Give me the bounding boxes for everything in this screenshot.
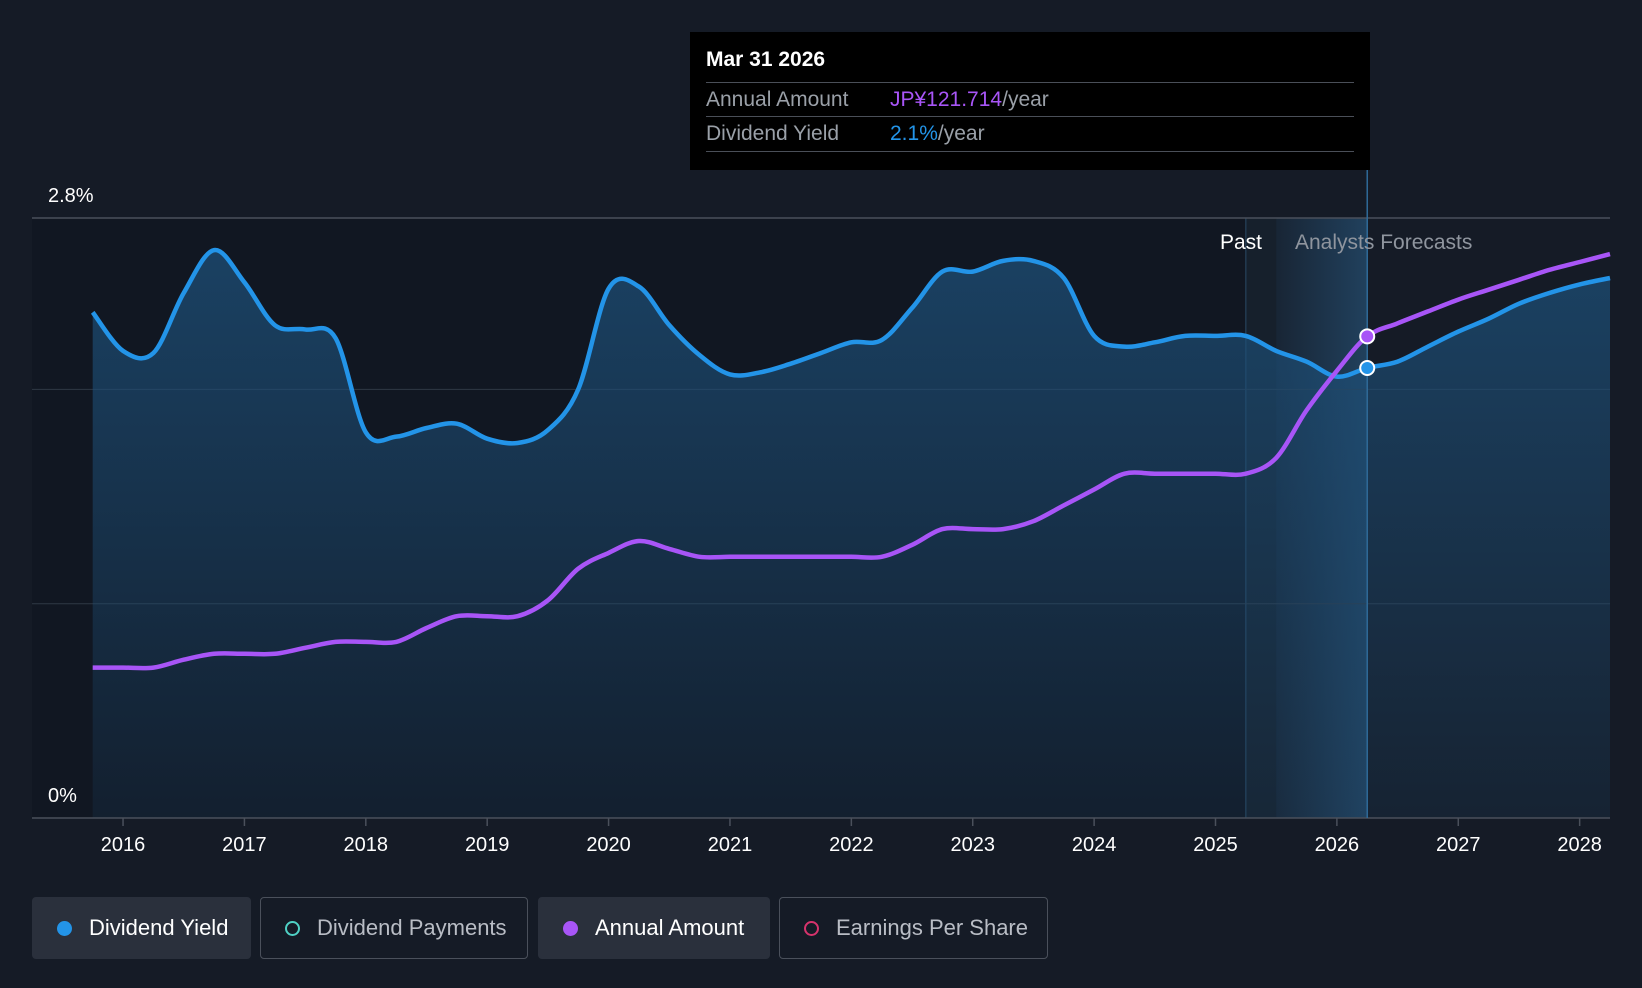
tooltip-label: Dividend Yield [706,122,840,145]
tooltip-row-dividend-yield: Dividend Yield 2.1%/year [706,116,1354,152]
x-tick-label: 2025 [1193,834,1238,856]
tooltip-value: JP¥121.714/year [890,88,1049,111]
x-tick-label: 2017 [222,834,267,856]
legend-dividend-yield-button[interactable]: Dividend Yield [32,897,251,959]
x-tick-label: 2026 [1315,834,1360,856]
legend-ring-icon [285,921,300,936]
tooltip-row-annual-amount: Annual Amount JP¥121.714/year [706,82,1354,117]
tooltip-date: Mar 31 2026 [706,48,826,71]
x-tick-label: 2021 [708,834,753,856]
y-tick-label: 2.8% [48,185,94,207]
annual-amount-line [92,251,1611,671]
x-tick-label: 2028 [1557,834,1602,856]
legend-earnings-per-share-button[interactable]: Earnings Per Share [779,897,1048,959]
x-tick-label: 2016 [101,834,146,856]
y-tick-label: 0% [48,785,77,807]
tooltip-value: 2.1%/year [890,122,985,145]
x-tick-label: 2022 [829,834,874,856]
x-tick-label: 2019 [465,834,510,856]
x-tick-label: 2020 [586,834,631,856]
dividend-chart: 0% 2.8% 2016 2017 2018 2019 2020 2021 2022 2023 20… [32,170,1611,856]
x-tick-label: 2018 [344,834,389,856]
forecast-region-label: Analysts Forecasts [1295,231,1472,254]
x-tick-label: 2027 [1436,834,1481,856]
annual-amount-marker [1359,328,1376,345]
legend-dividend-payments-button[interactable]: Dividend Payments [260,897,528,959]
legend-annual-amount-button[interactable]: Annual Amount [538,897,770,959]
chart-canvas: 0% 2.8% 2016 2017 2018 2019 2020 2021 2022 2023 20… [32,170,1611,856]
dividend-yield-area [92,250,1611,818]
past-region-label: Past [1220,231,1262,254]
legend-ring-icon [804,921,819,936]
hover-tooltip: Mar 31 2026 Annual Amount JP¥121.714/yea… [690,32,1370,170]
legend-dot-icon [563,921,578,936]
legend-dot-icon [57,921,72,936]
x-tick-label: 2023 [950,834,995,856]
dividend-yield-marker [1359,360,1376,376]
x-tick-label: 2024 [1072,834,1117,856]
dividend-yield-line [90,247,1611,446]
tooltip-label: Annual Amount [706,88,849,111]
